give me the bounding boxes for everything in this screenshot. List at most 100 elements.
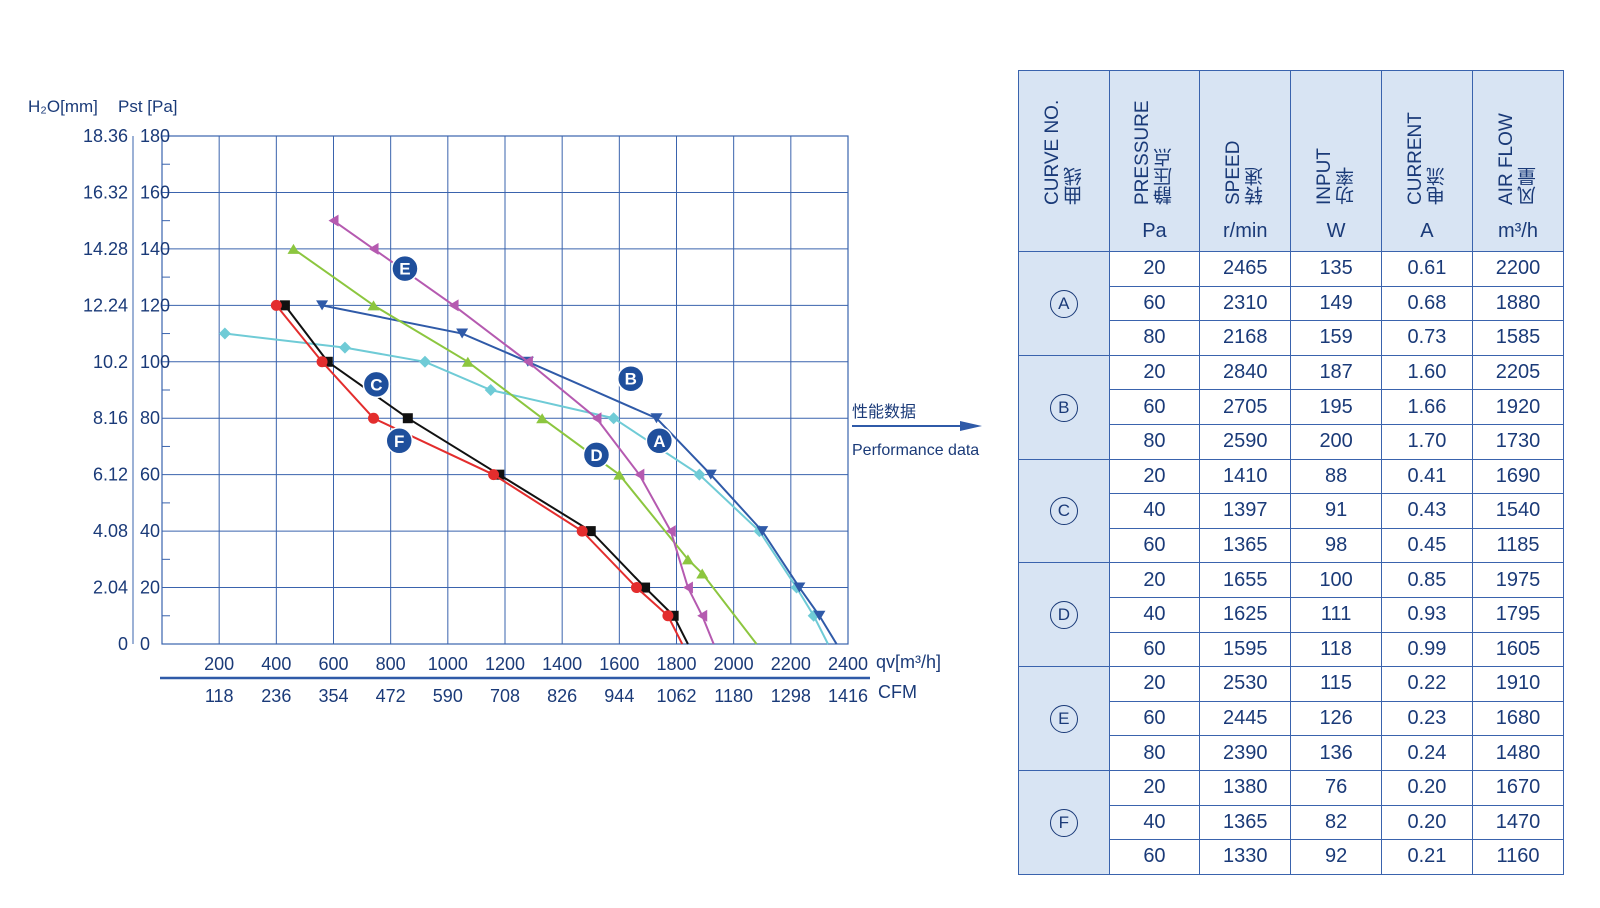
data-point-c bbox=[668, 610, 679, 621]
header-title-zh: 功率 bbox=[1336, 167, 1358, 205]
y-tick-label-pa: 60 bbox=[140, 465, 160, 485]
table-cell: 0.73 bbox=[1381, 320, 1473, 356]
table-cell: 2168 bbox=[1199, 320, 1292, 356]
header-title: CURRENT 电流 bbox=[1405, 77, 1449, 205]
data-point-f bbox=[662, 610, 674, 622]
x-tick-label-cfm: 1298 bbox=[771, 686, 811, 706]
x-tick-label-m3h: 400 bbox=[261, 654, 291, 674]
curve-label-b: B bbox=[617, 364, 645, 393]
table-cell: 1397 bbox=[1199, 493, 1292, 529]
curve-label-badge bbox=[617, 364, 645, 393]
header-title-en: SPEED bbox=[1223, 140, 1245, 205]
data-point-c bbox=[494, 469, 505, 480]
performance-table: CURVE NO. 曲线 PRESSURE 静压点 Pa SPEED 转速 r/min INPU… bbox=[1018, 70, 1565, 875]
curve-label-text: F bbox=[394, 432, 404, 451]
table-cell: 0.45 bbox=[1381, 527, 1473, 564]
arrow-icon bbox=[852, 421, 982, 431]
x-tick-label-cfm: 1180 bbox=[714, 686, 753, 706]
x-tick-label-cfm: 118 bbox=[205, 686, 234, 706]
curve-label-a: A bbox=[645, 427, 674, 455]
table-cell: 76 bbox=[1290, 769, 1383, 806]
table-cell: 1975 bbox=[1471, 562, 1565, 598]
y-tick-label-mm: 16.32 bbox=[83, 182, 128, 202]
table-cell: 0.85 bbox=[1381, 562, 1473, 598]
y-tick-label-pa: 80 bbox=[140, 408, 160, 428]
header-content: PRESSURE 静压点 Pa bbox=[1110, 71, 1200, 251]
performance-chart: H₂O[mm] Pst [Pa] 180 18.36 160 16.32 140 14.28 1… bbox=[28, 97, 941, 706]
table-cell: 1795 bbox=[1471, 596, 1565, 633]
data-point-b bbox=[793, 582, 806, 593]
curve-label-c: C bbox=[362, 370, 391, 399]
data-point-e bbox=[665, 525, 676, 538]
data-point-b bbox=[456, 328, 469, 339]
y-tick-label-mm: 6.12 bbox=[93, 465, 128, 485]
table-cell: 187 bbox=[1290, 354, 1383, 391]
curve-id: D bbox=[1049, 601, 1078, 630]
table-cell: 200 bbox=[1290, 423, 1383, 460]
table-cell: 0.43 bbox=[1381, 493, 1473, 529]
data-point-d bbox=[536, 413, 549, 424]
curve-label-text: C bbox=[370, 375, 382, 394]
curve-label-badge bbox=[362, 370, 391, 399]
table-cell: 1730 bbox=[1471, 423, 1565, 460]
table-cell: 1880 bbox=[1471, 285, 1565, 322]
table-cell: 0.22 bbox=[1381, 666, 1473, 702]
table-cell: 60 bbox=[1108, 700, 1201, 737]
header-title: INPUT 功率 bbox=[1314, 77, 1358, 205]
table-cell: 60 bbox=[1108, 527, 1201, 564]
table-cell: 2445 bbox=[1199, 700, 1292, 737]
table-row: C 20 1410 88 0.41 1690 bbox=[1018, 458, 1565, 564]
table-row: E 20 2530 115 0.22 1910 bbox=[1018, 666, 1565, 771]
header-unit: m³/h bbox=[1497, 220, 1538, 242]
header-title-en: INPUT bbox=[1314, 148, 1336, 205]
y-tick-label-pa: 40 bbox=[140, 521, 160, 541]
curve-label-text: D bbox=[590, 446, 602, 465]
table-cell: 1540 bbox=[1471, 493, 1565, 529]
curve-label-f: F bbox=[385, 427, 413, 455]
x-tick-label-m3h: 200 bbox=[204, 654, 234, 674]
data-point-f bbox=[368, 412, 380, 424]
header-unit: W bbox=[1326, 220, 1346, 242]
table-cell: 20 bbox=[1108, 458, 1201, 495]
data-point-d bbox=[367, 300, 380, 311]
data-point-f bbox=[316, 356, 328, 368]
table-cell: 88 bbox=[1290, 458, 1383, 495]
y-tick-label-mm: 2.04 bbox=[93, 578, 128, 598]
table-row: 80 2390 136 0.24 1480 bbox=[1019, 735, 1565, 771]
table-cell: 149 bbox=[1290, 285, 1383, 322]
table-cell: 60 bbox=[1108, 285, 1201, 322]
table-cell: 60 bbox=[1108, 389, 1201, 425]
header-title-zh: 风量 bbox=[1517, 167, 1539, 205]
table-cell: 136 bbox=[1290, 735, 1383, 771]
table-cell: 0.23 bbox=[1381, 700, 1473, 737]
performance-data-label: 性能数据 Performance data bbox=[852, 398, 979, 460]
table-cell: 0.21 bbox=[1381, 839, 1473, 875]
table-cell: 20 bbox=[1108, 666, 1201, 702]
curve-label-badge bbox=[582, 441, 611, 469]
table-header-cell: PRESSURE 静压点 Pa bbox=[1108, 70, 1201, 252]
curve-cell: A bbox=[1018, 251, 1110, 356]
table-cell: 1365 bbox=[1199, 527, 1292, 564]
table-row: 40 1625 111 0.93 1795 bbox=[1019, 596, 1565, 633]
table-cell: 1380 bbox=[1199, 769, 1292, 806]
header-title-zh: 电流 bbox=[1426, 167, 1448, 205]
table-cell: 0.24 bbox=[1381, 735, 1473, 771]
series-line-a bbox=[224, 332, 829, 645]
y-tick-label-pa: 120 bbox=[140, 295, 170, 315]
header-content: CURRENT 电流 A bbox=[1382, 71, 1472, 251]
table-cell: 1910 bbox=[1471, 666, 1565, 702]
data-point-a bbox=[218, 327, 231, 340]
table-cell: 40 bbox=[1108, 596, 1201, 633]
table-cell: 1185 bbox=[1471, 527, 1565, 564]
data-point-b bbox=[813, 610, 826, 621]
curve-label-text: A bbox=[653, 432, 665, 451]
table-cell: 1680 bbox=[1471, 700, 1565, 737]
data-point-e bbox=[328, 214, 339, 227]
curve-label-text: E bbox=[399, 260, 410, 279]
data-point-b bbox=[650, 413, 663, 424]
table-cell: 40 bbox=[1108, 804, 1201, 841]
table-cell: 1605 bbox=[1471, 631, 1565, 668]
table-cell: 1655 bbox=[1199, 562, 1292, 598]
table-cell: 1480 bbox=[1471, 735, 1565, 771]
data-point-a bbox=[607, 412, 620, 425]
